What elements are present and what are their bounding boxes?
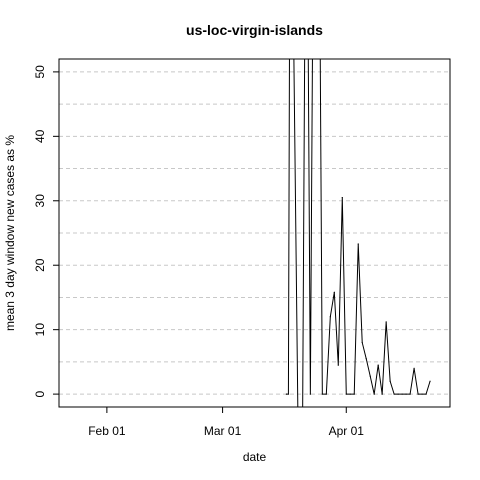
data-point-13 — [337, 364, 339, 366]
data-point-35 — [425, 393, 427, 395]
data-point-34 — [421, 393, 423, 395]
y-axis: 0 10 20 30 40 50 — [33, 65, 59, 397]
data-point-27 — [393, 393, 395, 395]
data-point-26 — [389, 380, 391, 382]
y-tick-label-30: 30 — [33, 194, 47, 208]
x-tick-label-0: Feb 01 — [88, 424, 126, 438]
data-point-12 — [333, 291, 335, 293]
grid-lines — [59, 71, 450, 395]
data-point-36 — [429, 380, 431, 382]
data-point-3 — [298, 458, 299, 459]
x-axis: Feb 01 Mar 01 Apr 01 — [88, 407, 364, 438]
chart-title: us-loc-virgin-islands — [186, 22, 323, 38]
data-point-14 — [341, 196, 343, 199]
data-point-4 — [302, 458, 303, 459]
y-tick-label-20: 20 — [33, 258, 47, 272]
data-point-30 — [405, 393, 407, 395]
data-point-9 — [321, 393, 323, 395]
data-point-1 — [287, 393, 290, 395]
data-point-21 — [369, 375, 371, 377]
data-point-10 — [325, 393, 327, 395]
series-line-0 — [286, 59, 431, 407]
x-axis-title: date — [243, 450, 267, 464]
data-point-17 — [353, 393, 355, 395]
data-point-22 — [373, 393, 375, 395]
x-tick-label-2: Apr 01 — [329, 424, 365, 438]
plot-frame — [58, 58, 451, 408]
series-layer — [285, 59, 431, 459]
x-tick-label-1: Mar 01 — [204, 424, 242, 438]
data-point-23 — [377, 364, 379, 366]
data-point-24 — [381, 393, 383, 395]
data-point-0 — [285, 393, 288, 395]
data-point-18 — [357, 243, 359, 245]
y-tick-label-0: 0 — [33, 390, 47, 397]
data-point-19 — [361, 341, 363, 344]
data-point-29 — [401, 393, 403, 395]
data-point-6 — [309, 393, 311, 395]
data-point-11 — [329, 316, 331, 318]
data-point-31 — [409, 393, 411, 395]
data-point-20 — [365, 358, 367, 360]
data-point-32 — [413, 367, 415, 369]
y-tick-label-10: 10 — [33, 323, 47, 337]
y-tick-label-50: 50 — [33, 65, 47, 79]
data-point-25 — [385, 321, 387, 323]
data-point-28 — [397, 393, 399, 395]
y-tick-label-40: 40 — [33, 129, 47, 143]
data-point-33 — [417, 393, 419, 395]
y-axis-title: mean 3 day window new cases as % — [3, 135, 17, 331]
data-point-16 — [349, 393, 351, 395]
data-point-15 — [345, 393, 347, 395]
